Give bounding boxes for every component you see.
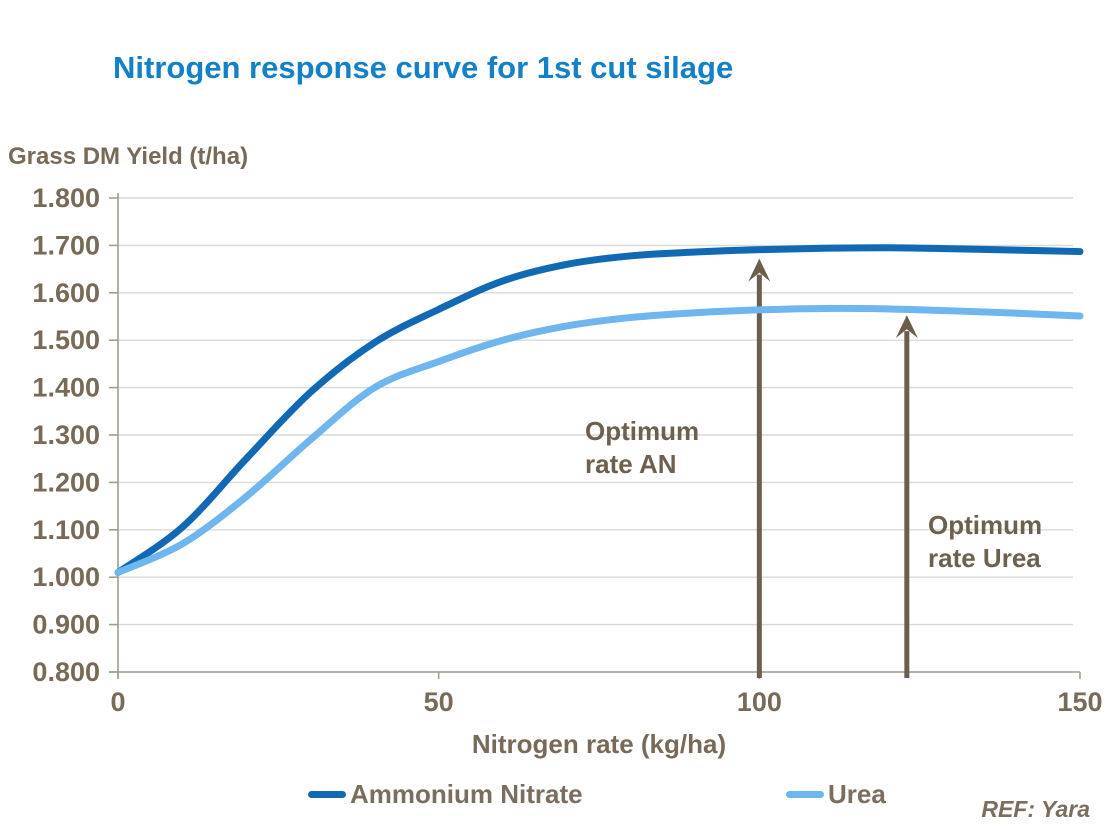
svg-text:1.700: 1.700 — [32, 230, 100, 260]
legend-item-ammonium-nitrate: Ammonium Nitrate — [308, 779, 583, 810]
svg-text:100: 100 — [737, 687, 782, 717]
annotation-optimum-urea: Optimum rate Urea — [928, 509, 1042, 575]
svg-text:0.900: 0.900 — [32, 610, 100, 640]
x-axis-label: Nitrogen rate (kg/ha) — [471, 729, 727, 759]
annotation-line: Optimum — [585, 416, 700, 446]
legend-label-urea: Urea — [828, 779, 886, 809]
annotation-optimum-an: Optimum rate AN — [585, 415, 699, 481]
page-title: Nitrogen response curve for 1st cut sila… — [113, 50, 734, 85]
svg-text:150: 150 — [1057, 687, 1102, 717]
legend-line-swatch-an — [308, 791, 346, 798]
svg-text:1.200: 1.200 — [32, 467, 100, 497]
svg-text:1.300: 1.300 — [32, 420, 100, 450]
svg-text:1.500: 1.500 — [32, 325, 100, 355]
svg-text:1.400: 1.400 — [32, 373, 100, 403]
legend: Ammonium Nitrate Urea — [0, 779, 1110, 815]
legend-line-swatch-urea — [786, 791, 824, 798]
reference-text: REF: Yara — [981, 796, 1090, 822]
svg-text:50: 50 — [424, 687, 454, 717]
svg-text:1.000: 1.000 — [32, 562, 100, 592]
y-axis-label: Grass DM Yield (t/ha) — [8, 143, 249, 170]
annotation-line: rate AN — [585, 449, 677, 479]
legend-item-urea: Urea — [786, 779, 886, 810]
svg-text:1.600: 1.600 — [32, 278, 100, 308]
svg-text:1.100: 1.100 — [32, 515, 100, 545]
annotation-line: Optimum — [928, 510, 1043, 540]
legend-label-ammonium-nitrate: Ammonium Nitrate — [350, 779, 583, 809]
svg-text:0: 0 — [110, 687, 125, 717]
svg-text:1.800: 1.800 — [32, 183, 100, 213]
svg-text:0.800: 0.800 — [32, 657, 100, 687]
annotation-line: rate Urea — [928, 543, 1041, 573]
